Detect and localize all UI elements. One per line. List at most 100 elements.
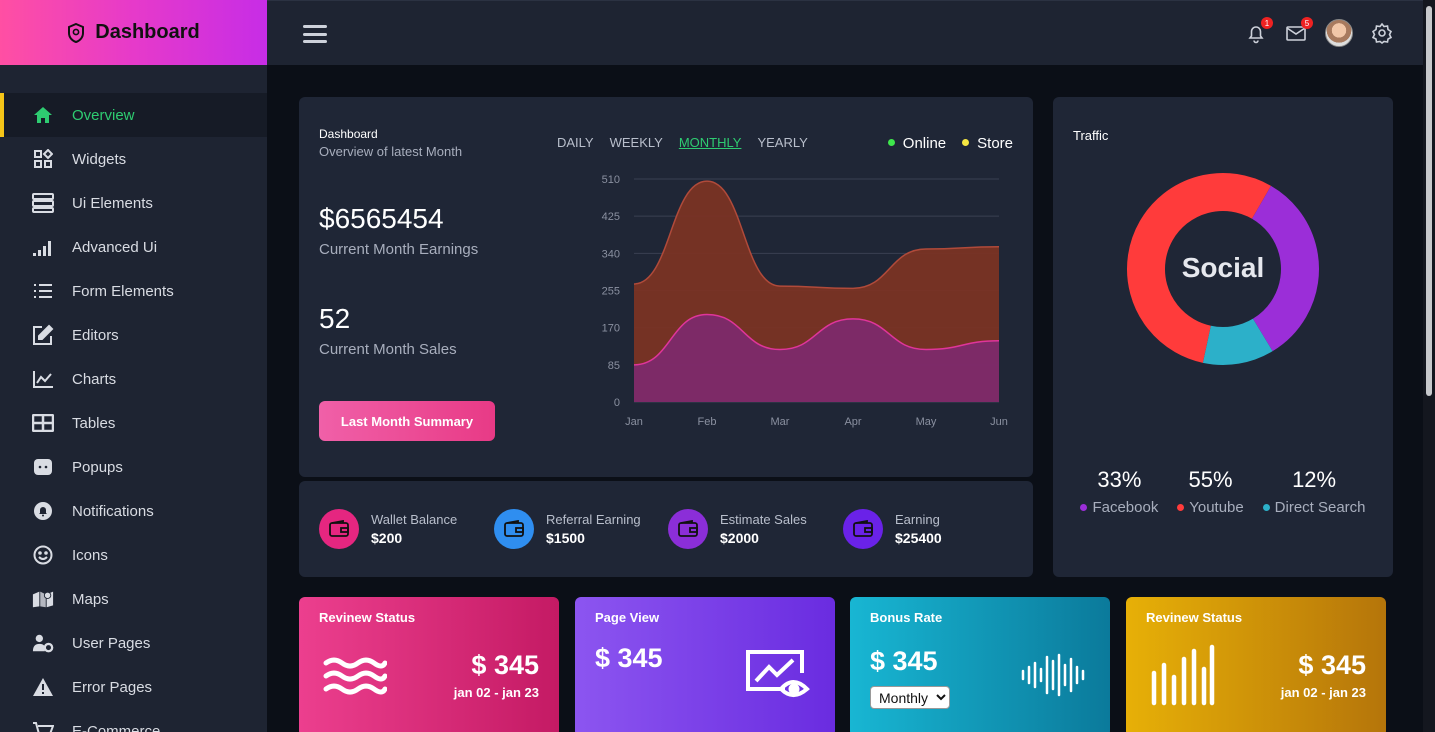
shield-logo-icon: [68, 22, 85, 43]
home-icon: [32, 104, 54, 126]
estimate-sales[interactable]: Estimate Sales $2000: [668, 509, 807, 549]
notifications-badge: 1: [1261, 17, 1273, 29]
x-tick-label: Mar: [771, 416, 790, 428]
wallet-icon: [494, 509, 534, 549]
stat-card-title: Revinew Status: [1146, 610, 1243, 625]
wallet-balance[interactable]: Wallet Balance $200: [319, 509, 457, 549]
sound-wave-icon: [1021, 653, 1085, 697]
tab-weekly[interactable]: WEEKLY: [609, 135, 663, 150]
legend-store[interactable]: Store: [962, 135, 1013, 152]
wallet-value: $200: [371, 530, 403, 546]
hamburger-menu-icon[interactable]: [303, 25, 327, 43]
tab-daily[interactable]: DAILY: [557, 135, 594, 150]
sidebar-item-label: Ui Elements: [72, 194, 153, 212]
sidebar-item-editors[interactable]: Editors: [0, 313, 267, 357]
y-tick-label: 170: [602, 323, 620, 335]
sidebar-item-overview[interactable]: Overview: [0, 93, 267, 137]
traffic-stat-facebook: 33% Facebook: [1080, 467, 1158, 516]
gear-icon: [1371, 22, 1393, 44]
map-icon: [32, 588, 54, 610]
stat-card-value: $ 345: [870, 646, 938, 676]
notifications-button[interactable]: 1: [1245, 17, 1273, 44]
tab-monthly[interactable]: MONTHLY: [678, 135, 742, 150]
sidebar-item-label: Popups: [72, 458, 123, 476]
stat-card-value: $ 345: [471, 650, 539, 680]
x-tick-label: Apr: [844, 416, 861, 428]
bell-icon: [32, 500, 54, 522]
wallet-icon: [668, 509, 708, 549]
wallet-summary-card: Wallet Balance $200 Referral Earning $1500…: [299, 481, 1033, 577]
page-scrollbar[interactable]: [1423, 0, 1435, 732]
sidebar-item-label: Editors: [72, 326, 119, 344]
messages-button[interactable]: 5: [1285, 17, 1313, 44]
earning[interactable]: Earning $25400: [843, 509, 942, 549]
stat-percent: 12%: [1292, 467, 1337, 492]
sidebar-item-label: Notifications: [72, 502, 154, 520]
top-header: 1 5: [267, 0, 1423, 65]
bell-icon: [1248, 26, 1264, 44]
stat-card-value: $ 345: [1298, 650, 1366, 680]
series-area-1: [634, 314, 999, 402]
x-tick-label: Jan: [625, 416, 643, 428]
widgets-icon: [32, 148, 54, 170]
bonus-rate-card[interactable]: Bonus Rate $ 345 Monthly: [850, 597, 1110, 732]
sidebar-item-ui-elements[interactable]: Ui Elements: [0, 181, 267, 225]
header-actions: 1 5: [1245, 17, 1393, 47]
stat-card-title: Page View: [595, 610, 660, 625]
sidebar-item-tables[interactable]: Tables: [0, 401, 267, 445]
sidebar-item-form-elements[interactable]: Form Elements: [0, 269, 267, 313]
wallet-value: $1500: [546, 530, 585, 546]
legend-online[interactable]: Online: [887, 135, 946, 152]
revenue-status-card[interactable]: Revinew Status $ 345 jan 02 - jan 23: [299, 597, 559, 732]
sidebar-item-maps[interactable]: Maps: [0, 577, 267, 621]
referral-earning[interactable]: Referral Earning $1500: [494, 509, 641, 549]
wallet-label: Wallet Balance: [371, 512, 458, 527]
dashboard-overview-card: Dashboard Overview of latest Month DAILY…: [299, 97, 1033, 477]
page-view-card[interactable]: Page View $ 345: [575, 597, 835, 732]
messages-badge: 5: [1301, 17, 1313, 29]
sidebar-item-label: Overview: [72, 106, 135, 124]
sidebar-item-notifications[interactable]: Notifications: [0, 489, 267, 533]
sidebar-nav: Overview Widgets Ui Elements Advanced Ui…: [0, 93, 267, 732]
sidebar-item-user-pages[interactable]: User Pages: [0, 621, 267, 665]
scrollbar-thumb[interactable]: [1426, 6, 1432, 396]
stat-card-title: Bonus Rate: [870, 610, 943, 625]
sidebar-item-label: Icons: [72, 546, 108, 564]
y-tick-label: 340: [602, 248, 620, 260]
stat-card-date: jan 02 - jan 23: [453, 685, 539, 700]
mail-icon: [1286, 26, 1306, 41]
line-chart-icon: [32, 368, 54, 390]
card-subtitle: Overview of latest Month: [319, 144, 463, 159]
donut-segment-0[interactable]: [1118, 164, 1328, 374]
signal-bars-icon: [32, 236, 54, 258]
last-month-summary-button[interactable]: Last Month Summary: [319, 401, 495, 441]
sidebar-item-e-commerce[interactable]: E-Commerce: [0, 709, 267, 732]
avatar[interactable]: [1325, 19, 1353, 47]
traffic-stat-youtube: 55% Youtube: [1177, 467, 1244, 516]
warning-icon: [32, 676, 54, 698]
tab-yearly[interactable]: YEARLY: [757, 135, 808, 150]
legend-label: Store: [977, 135, 1013, 152]
sidebar-item-advanced-ui[interactable]: Advanced Ui: [0, 225, 267, 269]
brand[interactable]: Dashboard: [0, 0, 267, 65]
legend-dot: [1080, 503, 1088, 511]
area-chart: 0 85 170 255 340 425 510 Jan Feb Mar Apr May Jun: [602, 174, 1008, 428]
wallet-icon: [843, 509, 883, 549]
sidebar-item-charts[interactable]: Charts: [0, 357, 267, 401]
bonus-period-select[interactable]: Monthly: [870, 686, 950, 709]
sales-label: Current Month Sales: [319, 341, 457, 358]
analytics-eye-icon: [746, 650, 810, 697]
wallet-label: Referral Earning: [546, 512, 641, 527]
sidebar-item-label: Tables: [72, 414, 116, 432]
wallet-label: Earning: [895, 512, 940, 527]
sidebar-item-icons[interactable]: Icons: [0, 533, 267, 577]
traffic-donut-chart: Social: [1118, 164, 1328, 374]
sidebar-item-popups[interactable]: Popups: [0, 445, 267, 489]
traffic-card: Traffic Social 33% Facebook 55% Youtube …: [1053, 97, 1393, 577]
card-title: Dashboard: [319, 127, 378, 141]
settings-button[interactable]: [1371, 22, 1393, 44]
sidebar-item-error-pages[interactable]: Error Pages: [0, 665, 267, 709]
sidebar-item-widgets[interactable]: Widgets: [0, 137, 267, 181]
x-tick-label: Feb: [698, 416, 717, 428]
revenue-status-card-2[interactable]: Revinew Status $ 345 jan 02 - jan 23: [1126, 597, 1386, 732]
